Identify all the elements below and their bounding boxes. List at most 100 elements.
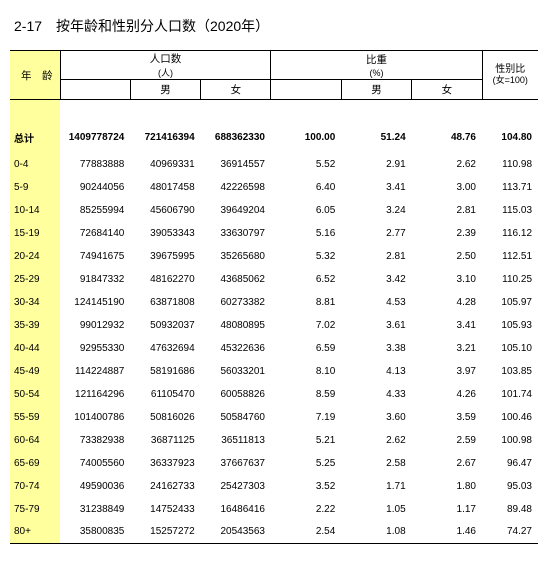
table-row: 25-299184733248162270436850626.523.423.1…	[10, 268, 538, 291]
hdr-age: 年 龄	[10, 51, 60, 100]
table-row: 0-47788388840969331369145575.522.912.621…	[10, 153, 538, 176]
cell-ratio: 105.93	[482, 314, 538, 337]
hdr-pct-male: 男	[341, 80, 411, 100]
cell-pct: 8.10	[271, 360, 341, 383]
table-row: 40-449295533047632694453226366.593.383.2…	[10, 337, 538, 360]
cell-male: 48162270	[130, 268, 200, 291]
hdr-female: 女	[201, 80, 271, 100]
cell-pct: 8.59	[271, 383, 341, 406]
cell-age: 75-79	[10, 498, 60, 521]
table-row: 60-647338293836871125365118135.212.622.5…	[10, 429, 538, 452]
cell-female: 688362330	[201, 123, 271, 153]
cell-pctf: 3.59	[412, 406, 482, 429]
cell-pctm: 3.38	[341, 337, 411, 360]
cell-age: 65-69	[10, 452, 60, 475]
table-row-total: 总计 1409778724 721416394 688362330 100.00…	[10, 123, 538, 153]
cell-pctm: 1.08	[341, 521, 411, 544]
cell-male: 58191686	[130, 360, 200, 383]
cell-pct: 6.05	[271, 199, 341, 222]
cell-pop: 49590036	[60, 475, 130, 498]
cell-pctf: 3.21	[412, 337, 482, 360]
cell-ratio: 96.47	[482, 452, 538, 475]
cell-male: 40969331	[130, 153, 200, 176]
cell-pct: 5.16	[271, 222, 341, 245]
cell-male: 39053343	[130, 222, 200, 245]
cell-ratio: 100.98	[482, 429, 538, 452]
table-row: 55-5910140078650816026505847607.193.603.…	[10, 406, 538, 429]
cell-pop: 85255994	[60, 199, 130, 222]
cell-male: 36871125	[130, 429, 200, 452]
cell-pctm: 4.33	[341, 383, 411, 406]
cell-pop: 91847332	[60, 268, 130, 291]
cell-male: 50816026	[130, 406, 200, 429]
table-row: 10-148525599445606790396492046.053.242.8…	[10, 199, 538, 222]
cell-female: 16486416	[201, 498, 271, 521]
cell-pctf: 4.28	[412, 291, 482, 314]
cell-male: 47632694	[130, 337, 200, 360]
cell-age: 70-74	[10, 475, 60, 498]
hdr-pop-blank	[60, 80, 130, 100]
cell-pctf: 3.00	[412, 176, 482, 199]
cell-pop: 74941675	[60, 245, 130, 268]
cell-male: 39675995	[130, 245, 200, 268]
cell-pctm: 51.24	[341, 123, 411, 153]
cell-age: 10-14	[10, 199, 60, 222]
cell-pop: 74005560	[60, 452, 130, 475]
cell-male: 50932037	[130, 314, 200, 337]
cell-pctf: 1.46	[412, 521, 482, 544]
table-row: 15-197268414039053343336307975.162.772.3…	[10, 222, 538, 245]
cell-pctm: 3.24	[341, 199, 411, 222]
cell-male: 36337923	[130, 452, 200, 475]
cell-pop: 72684140	[60, 222, 130, 245]
cell-pct: 100.00	[271, 123, 341, 153]
cell-male: 721416394	[130, 123, 200, 153]
cell-pctf: 3.10	[412, 268, 482, 291]
cell-pop: 99012932	[60, 314, 130, 337]
cell-ratio: 112.51	[482, 245, 538, 268]
cell-female: 37667637	[201, 452, 271, 475]
cell-female: 60058826	[201, 383, 271, 406]
table-row: 30-3412414519063871808602733828.814.534.…	[10, 291, 538, 314]
table-row: 80+3580083515257272205435632.541.081.467…	[10, 521, 538, 544]
cell-pop: 77883888	[60, 153, 130, 176]
cell-pop: 114224887	[60, 360, 130, 383]
cell-male: 24162733	[130, 475, 200, 498]
cell-ratio: 100.46	[482, 406, 538, 429]
cell-pct: 6.40	[271, 176, 341, 199]
table-row: 70-744959003624162733254273033.521.711.8…	[10, 475, 538, 498]
cell-pct: 5.52	[271, 153, 341, 176]
cell-ratio: 113.71	[482, 176, 538, 199]
hdr-pct-blank	[271, 80, 341, 100]
cell-age: 35-39	[10, 314, 60, 337]
cell-ratio: 110.25	[482, 268, 538, 291]
cell-male: 15257272	[130, 521, 200, 544]
cell-ratio: 95.03	[482, 475, 538, 498]
cell-age: 5-9	[10, 176, 60, 199]
cell-pop: 35800835	[60, 521, 130, 544]
cell-pctm: 3.42	[341, 268, 411, 291]
cell-age: 0-4	[10, 153, 60, 176]
cell-pct: 7.19	[271, 406, 341, 429]
cell-pctf: 3.41	[412, 314, 482, 337]
cell-ratio: 74.27	[482, 521, 538, 544]
table-row: 75-793123884914752433164864162.221.051.1…	[10, 498, 538, 521]
cell-pctf: 2.59	[412, 429, 482, 452]
cell-pctm: 3.61	[341, 314, 411, 337]
cell-age: 60-64	[10, 429, 60, 452]
cell-age: 总计	[10, 123, 60, 153]
cell-pop: 101400786	[60, 406, 130, 429]
cell-ratio: 115.03	[482, 199, 538, 222]
cell-pctf: 2.50	[412, 245, 482, 268]
cell-pctm: 3.41	[341, 176, 411, 199]
cell-female: 48080895	[201, 314, 271, 337]
cell-female: 50584760	[201, 406, 271, 429]
cell-pctm: 3.60	[341, 406, 411, 429]
cell-ratio: 110.98	[482, 153, 538, 176]
cell-pop: 31238849	[60, 498, 130, 521]
cell-pctf: 2.67	[412, 452, 482, 475]
cell-pct: 8.81	[271, 291, 341, 314]
cell-pop: 92955330	[60, 337, 130, 360]
cell-pct: 7.02	[271, 314, 341, 337]
cell-ratio: 104.80	[482, 123, 538, 153]
cell-female: 56033201	[201, 360, 271, 383]
